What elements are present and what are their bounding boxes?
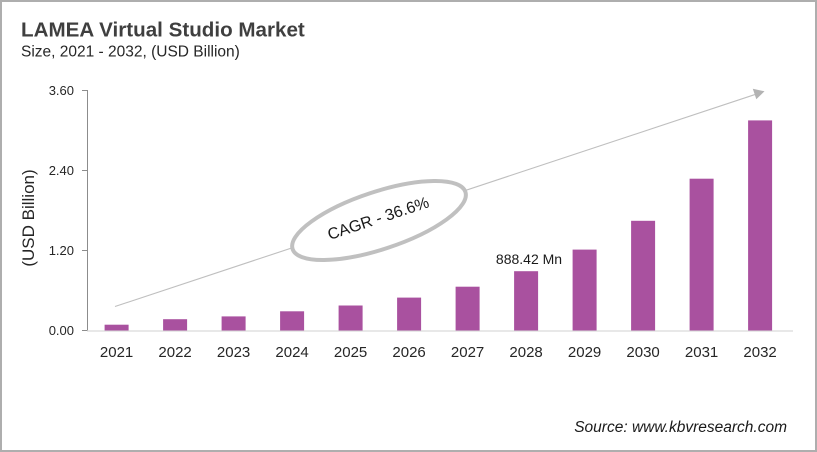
svg-text:2024: 2024 (275, 344, 308, 361)
svg-text:2023: 2023 (217, 344, 250, 361)
svg-text:2026: 2026 (392, 344, 425, 361)
svg-text:2029: 2029 (568, 344, 601, 361)
svg-text:2032: 2032 (743, 344, 776, 361)
svg-text:2021: 2021 (100, 344, 133, 361)
svg-text:Source: www.kbvresearch.com: Source: www.kbvresearch.com (574, 419, 787, 436)
svg-text:Size, 2021 - 2032, (USD Billio: Size, 2021 - 2032, (USD Billion) (21, 44, 240, 61)
svg-text:0.00: 0.00 (49, 323, 74, 338)
svg-text:2031: 2031 (685, 344, 718, 361)
svg-text:3.60: 3.60 (49, 83, 74, 98)
svg-text:2022: 2022 (158, 344, 191, 361)
svg-text:2025: 2025 (334, 344, 367, 361)
svg-text:888.42 Mn: 888.42 Mn (496, 251, 562, 267)
svg-text:2027: 2027 (451, 344, 484, 361)
svg-text:LAMEA Virtual Studio Market: LAMEA Virtual Studio Market (21, 18, 305, 41)
svg-text:2.40: 2.40 (49, 163, 74, 178)
svg-text:1.20: 1.20 (49, 243, 74, 258)
svg-text:(USD Billion): (USD Billion) (19, 169, 38, 266)
svg-text:2030: 2030 (626, 344, 659, 361)
svg-text:2028: 2028 (509, 344, 542, 361)
